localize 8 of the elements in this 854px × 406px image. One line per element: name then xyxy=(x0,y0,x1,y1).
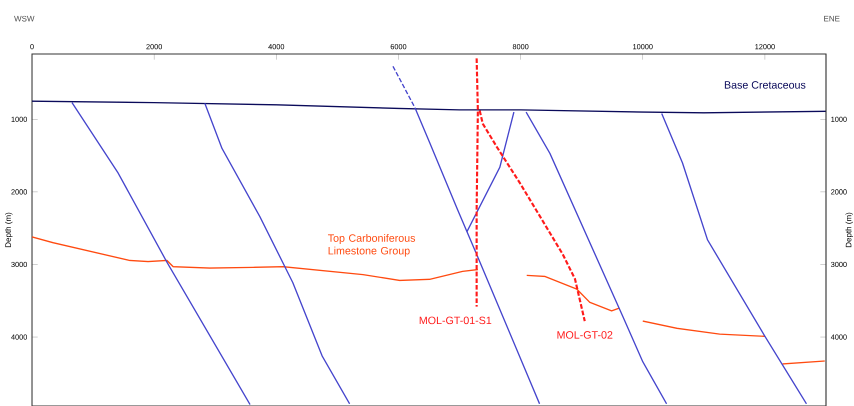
y2-axis-title: Depth (m) xyxy=(846,212,853,248)
series-label: MOL-GT-02 xyxy=(557,331,612,339)
text: Base Cretaceous xyxy=(724,81,806,89)
text: WSW xyxy=(14,16,34,22)
series-label: MOL-GT-01-S1 xyxy=(420,316,492,324)
text: ENE xyxy=(824,16,840,22)
series-label: Top Carboniferous Limestone Group xyxy=(328,234,416,257)
y-axis-title: Depth (m) xyxy=(5,212,12,248)
